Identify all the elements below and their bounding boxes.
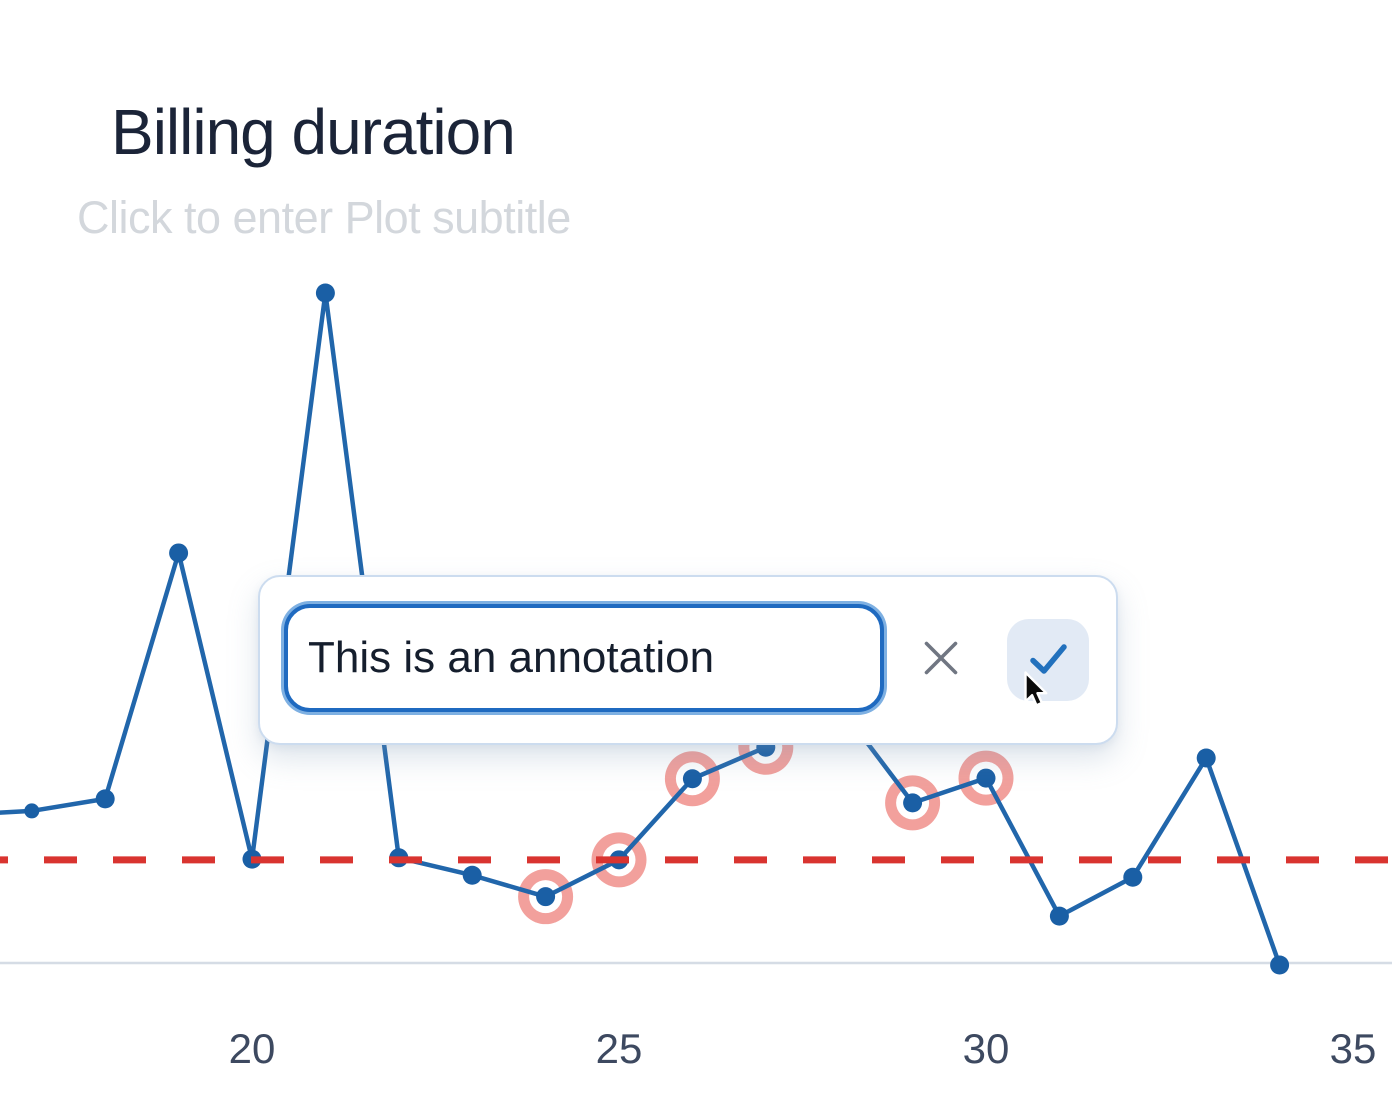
data-point[interactable]	[1049, 906, 1069, 926]
plot-subtitle-placeholder[interactable]: Click to enter Plot subtitle	[77, 192, 571, 243]
data-point[interactable]	[536, 887, 556, 907]
data-point[interactable]	[462, 865, 482, 885]
x-tick-label: 25	[596, 1025, 643, 1072]
confirm-annotation-button[interactable]	[1007, 619, 1089, 701]
data-point[interactable]	[903, 793, 923, 813]
data-point[interactable]	[682, 769, 702, 789]
annotation-popup	[258, 575, 1118, 745]
data-point[interactable]	[1270, 955, 1290, 975]
data-point[interactable]	[1196, 748, 1216, 768]
data-point[interactable]	[24, 803, 40, 819]
cancel-annotation-button[interactable]	[909, 626, 973, 690]
data-point[interactable]	[315, 283, 335, 303]
plot-title[interactable]: Billing duration	[111, 96, 516, 168]
x-tick-label: 30	[963, 1025, 1010, 1072]
data-point[interactable]	[95, 789, 115, 809]
check-icon	[1026, 636, 1070, 680]
annotation-text-input[interactable]	[284, 604, 884, 712]
x-tick-label: 20	[229, 1025, 276, 1072]
data-point[interactable]	[1123, 867, 1143, 887]
x-icon	[922, 639, 960, 677]
x-tick-label: 35	[1330, 1025, 1377, 1072]
data-point[interactable]	[169, 543, 189, 563]
data-point[interactable]	[976, 768, 996, 788]
